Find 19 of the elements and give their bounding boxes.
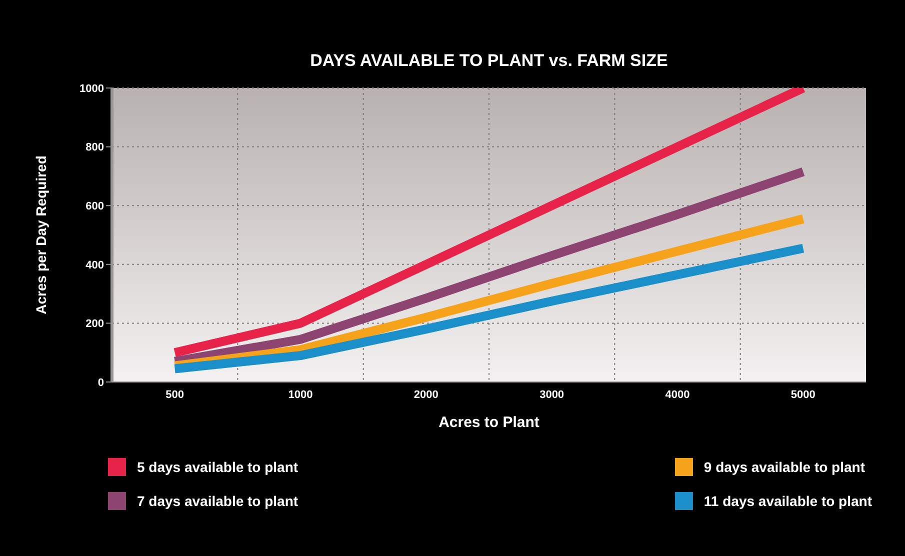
x-tick-label: 500	[166, 388, 184, 401]
y-tick-label: 1000	[80, 82, 104, 95]
y-tick-label: 200	[86, 318, 104, 330]
legend-label: 9 days available to plant	[704, 459, 865, 475]
y-tick-label: 800	[86, 142, 104, 154]
legend-label: 5 days available to plant	[137, 459, 298, 475]
legend-label: 11 days available to plant	[704, 493, 872, 509]
x-tick-label: 5000	[790, 388, 816, 401]
legend-label: 7 days available to plant	[137, 493, 298, 509]
x-tick-label: 3000	[540, 388, 564, 401]
x-axis-title: Acres to Plant	[438, 414, 540, 431]
x-tick-label: 2000	[414, 388, 438, 401]
y-tick-label: 400	[86, 259, 104, 272]
x-tick-label: 1000	[288, 388, 313, 401]
y-tick-label: 0	[98, 376, 104, 389]
x-tick-label: 4000	[665, 388, 690, 401]
y-axis-title: Acres per Day Required	[32, 156, 49, 314]
y-tick-label: 600	[86, 200, 104, 213]
chart-title: DAYS AVAILABLE TO PLANT vs. FARM SIZE	[309, 50, 669, 72]
